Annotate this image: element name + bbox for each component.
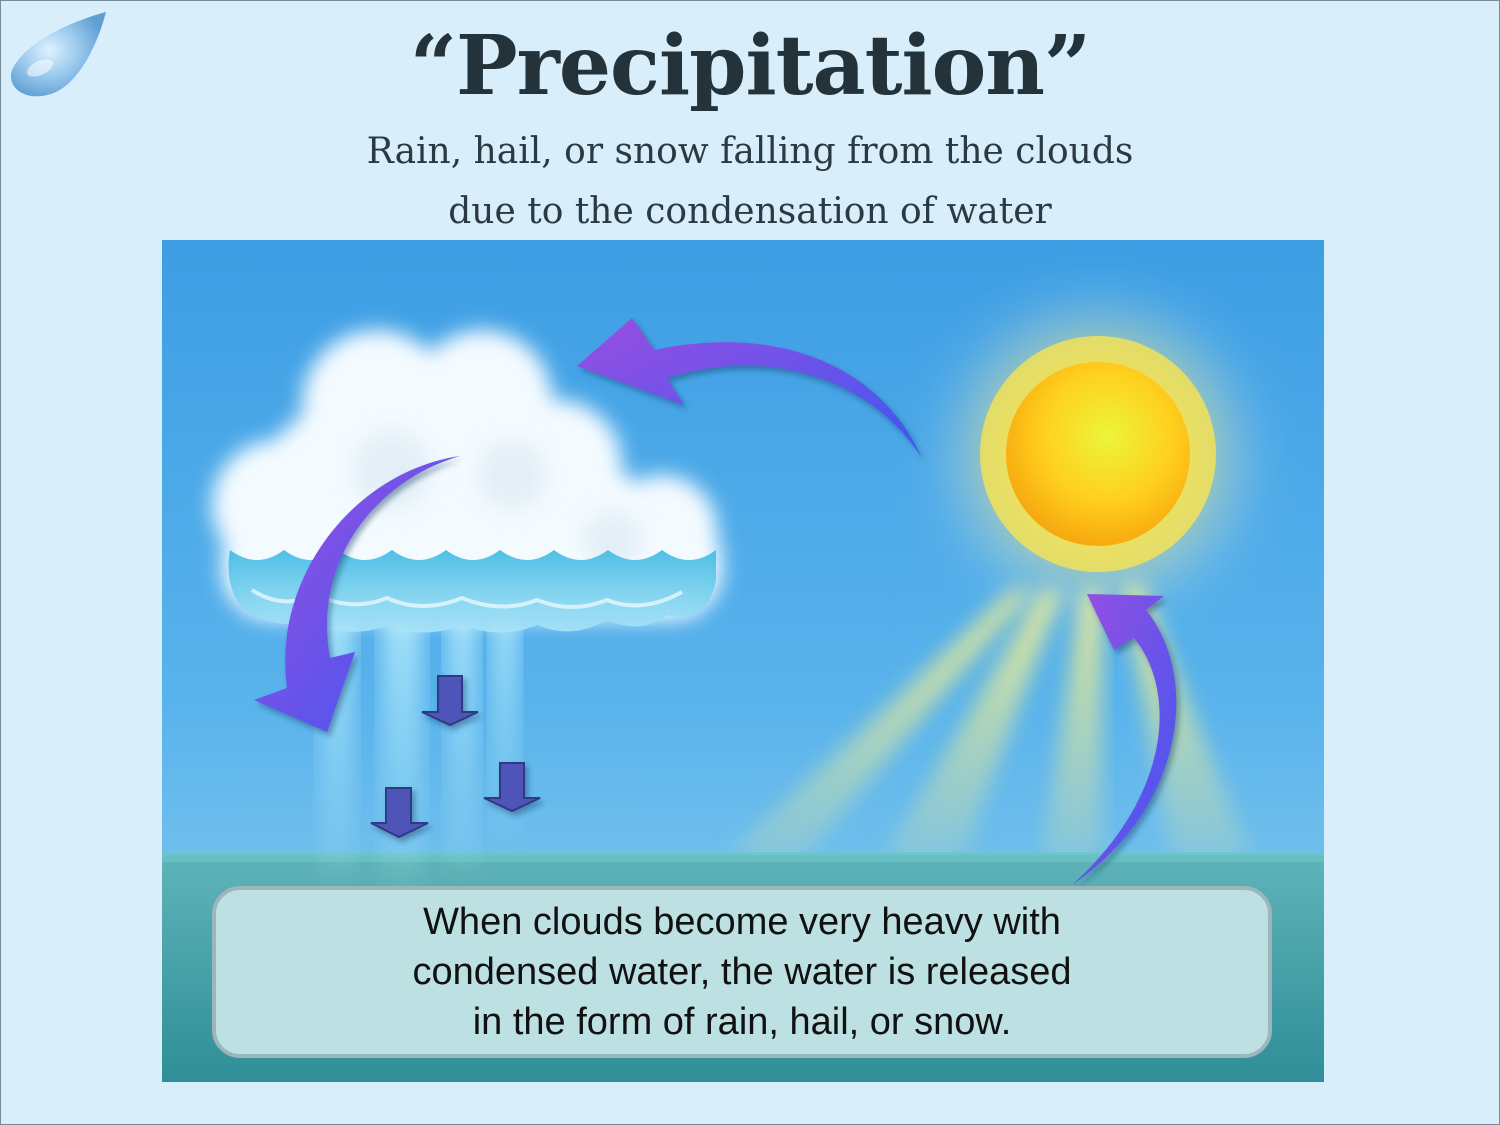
curved-arrow-icon <box>1072 594 1177 885</box>
down-arrow-icon <box>483 762 541 813</box>
down-arrow-icon <box>370 787 429 839</box>
caption-line: condensed water, the water is released <box>412 951 1072 993</box>
curved-arrow-icon <box>254 456 460 732</box>
caption-line: in the form of rain, hail, or snow. <box>472 1001 1012 1043</box>
curved-arrow-icon <box>577 318 922 458</box>
caption-line: When clouds become very heavy with <box>423 901 1061 943</box>
down-arrow-icon <box>421 675 479 727</box>
subtitle-line: due to the condensation of water <box>448 191 1052 232</box>
cloud-icon <box>212 330 722 633</box>
slide-title: “Precipitation” <box>409 18 1091 114</box>
sun-icon <box>980 336 1216 572</box>
water-drop-icon <box>10 12 106 97</box>
subtitle-line: Rain, hail, or snow falling from the clo… <box>366 131 1134 172</box>
slide-subtitle: Rain, hail, or snow falling from the clo… <box>0 122 1500 242</box>
caption-box: When clouds become very heavy with conde… <box>212 886 1272 1058</box>
